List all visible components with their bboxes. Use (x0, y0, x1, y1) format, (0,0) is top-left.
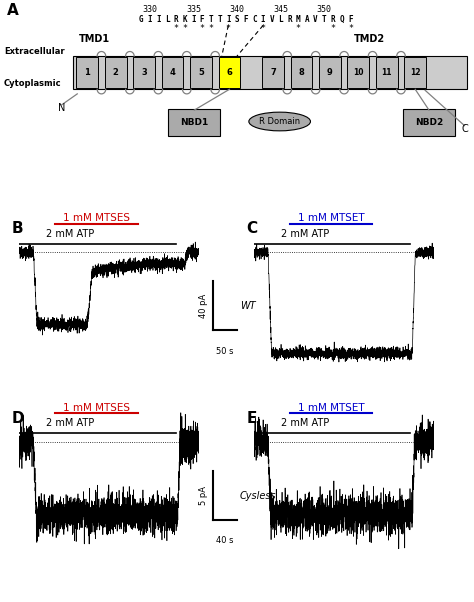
FancyBboxPatch shape (133, 57, 155, 88)
FancyBboxPatch shape (105, 57, 127, 88)
Text: D: D (12, 411, 24, 426)
Text: WT: WT (240, 301, 255, 311)
Text: T: T (209, 14, 213, 23)
Text: M: M (296, 14, 301, 23)
Text: *: * (330, 24, 336, 33)
FancyBboxPatch shape (76, 57, 98, 88)
Text: N: N (58, 103, 65, 113)
Text: *: * (226, 24, 231, 33)
Text: R: R (287, 14, 292, 23)
Text: R Domain: R Domain (259, 117, 300, 126)
Text: 1 mM MTSES: 1 mM MTSES (63, 213, 130, 223)
Text: 1 mM MTSET: 1 mM MTSET (298, 213, 365, 223)
Text: 8: 8 (299, 68, 304, 77)
Text: 350: 350 (317, 5, 332, 14)
Text: *: * (173, 24, 178, 33)
Text: TMD1: TMD1 (79, 34, 110, 45)
Text: 2 mM ATP: 2 mM ATP (46, 418, 94, 428)
Text: F: F (200, 14, 204, 23)
Text: 345: 345 (273, 5, 288, 14)
Text: 11: 11 (382, 68, 392, 77)
Text: F: F (348, 14, 353, 23)
FancyBboxPatch shape (404, 57, 426, 88)
Text: A: A (304, 14, 309, 23)
FancyBboxPatch shape (168, 109, 220, 136)
Text: A: A (7, 3, 19, 18)
Text: I: I (156, 14, 161, 23)
Text: *: * (200, 24, 205, 33)
Text: 6: 6 (227, 68, 232, 77)
Text: Extracellular: Extracellular (4, 48, 64, 57)
Text: F: F (244, 14, 248, 23)
Text: 340: 340 (229, 5, 245, 14)
Text: V: V (313, 14, 318, 23)
Text: Cysless: Cysless (240, 491, 277, 500)
Text: I: I (261, 14, 265, 23)
Text: 10: 10 (353, 68, 364, 77)
FancyBboxPatch shape (262, 57, 284, 88)
Text: I: I (147, 14, 152, 23)
Text: 1: 1 (84, 68, 90, 77)
Text: G: G (139, 14, 143, 23)
FancyBboxPatch shape (403, 109, 455, 136)
Text: 50 s: 50 s (216, 347, 234, 356)
FancyBboxPatch shape (319, 57, 341, 88)
Text: NBD2: NBD2 (415, 118, 443, 127)
Text: L: L (165, 14, 170, 23)
Text: 5 pA: 5 pA (200, 486, 209, 505)
Text: 4: 4 (170, 68, 175, 77)
Text: 2 mM ATP: 2 mM ATP (281, 229, 329, 238)
Text: C: C (246, 222, 257, 237)
Text: 335: 335 (186, 5, 201, 14)
Text: *: * (296, 24, 301, 33)
Text: 2 mM ATP: 2 mM ATP (281, 418, 329, 428)
Text: Cytoplasmic: Cytoplasmic (4, 79, 62, 87)
Text: TMD2: TMD2 (354, 34, 385, 45)
FancyBboxPatch shape (162, 57, 183, 88)
Text: 5: 5 (198, 68, 204, 77)
Text: L: L (278, 14, 283, 23)
Text: *: * (182, 24, 187, 33)
Text: 2: 2 (113, 68, 118, 77)
Text: 3: 3 (141, 68, 147, 77)
FancyBboxPatch shape (291, 57, 312, 88)
Text: *: * (209, 24, 213, 33)
Text: *: * (348, 24, 353, 33)
Text: R: R (173, 14, 178, 23)
Ellipse shape (249, 112, 310, 131)
FancyBboxPatch shape (219, 57, 240, 88)
Text: 9: 9 (327, 68, 333, 77)
Text: Q: Q (339, 14, 344, 23)
Text: 2 mM ATP: 2 mM ATP (46, 229, 94, 238)
Text: C: C (252, 14, 257, 23)
Text: 330: 330 (142, 5, 157, 14)
Text: R: R (331, 14, 335, 23)
Text: 1 mM MTSES: 1 mM MTSES (63, 403, 130, 413)
Text: I: I (226, 14, 230, 23)
Text: B: B (12, 222, 23, 237)
FancyBboxPatch shape (73, 56, 467, 89)
Text: 1 mM MTSET: 1 mM MTSET (298, 403, 365, 413)
Text: 7: 7 (270, 68, 276, 77)
Text: T: T (322, 14, 327, 23)
Text: 40 s: 40 s (216, 536, 234, 545)
Text: NBD1: NBD1 (180, 118, 209, 127)
Text: C: C (461, 124, 468, 134)
FancyBboxPatch shape (190, 57, 212, 88)
FancyBboxPatch shape (347, 57, 369, 88)
Text: T: T (217, 14, 222, 23)
Text: 12: 12 (410, 68, 420, 77)
Text: I: I (191, 14, 196, 23)
Text: S: S (235, 14, 239, 23)
Text: V: V (270, 14, 274, 23)
Text: *: * (261, 24, 265, 33)
Text: K: K (182, 14, 187, 23)
FancyBboxPatch shape (376, 57, 398, 88)
Text: 40 pA: 40 pA (200, 294, 209, 318)
Text: E: E (246, 411, 257, 426)
